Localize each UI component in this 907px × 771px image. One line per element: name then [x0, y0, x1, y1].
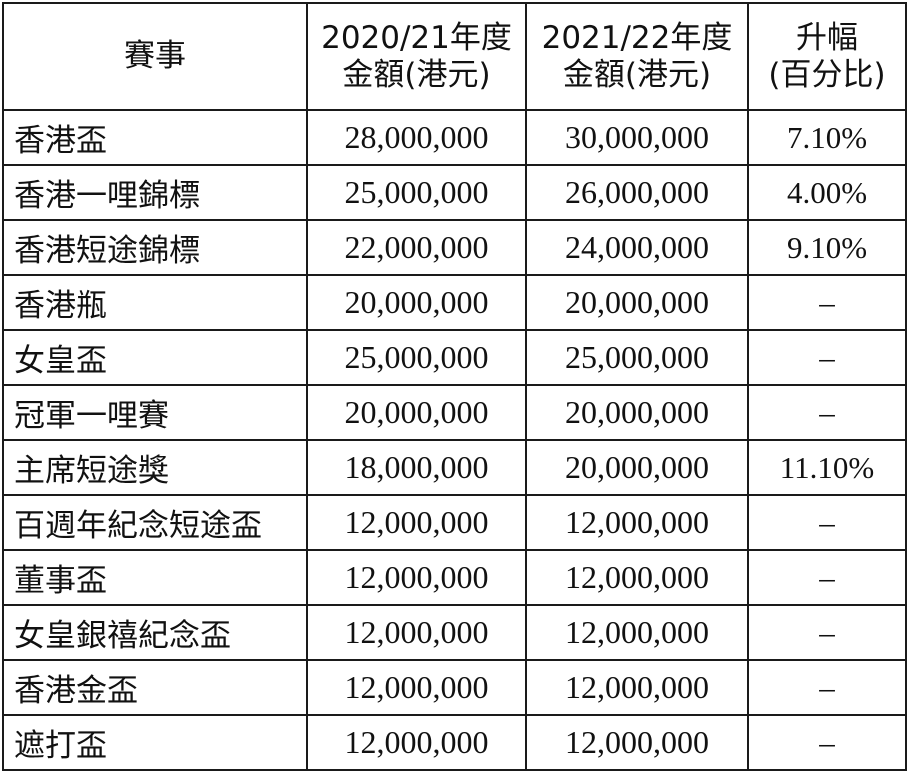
increase-percent-cell: – [747, 659, 907, 716]
table-row: 百週年紀念短途盃 12,000,000 12,000,000– [2, 494, 907, 551]
header-event: 賽事 [2, 2, 308, 111]
event-name-cell: 香港盃 [2, 109, 308, 166]
table-row: 女皇銀禧紀念盃 12,000,000 12,000,000– [2, 604, 907, 661]
amount-2020-21-cell: 20,000,000 [306, 384, 527, 441]
header-2021-22-amount: 2021/22年度 金額(港元) [525, 2, 749, 111]
amount-2021-22-cell: 12,000,000 [525, 549, 749, 606]
amount-2021-22-cell: 20,000,000 [525, 384, 749, 441]
amount-2020-21-cell: 12,000,000 [306, 549, 527, 606]
amount-2021-22-cell: 12,000,000 [525, 604, 749, 661]
event-name-cell: 香港一哩錦標 [2, 164, 308, 221]
header-increase-percent: 升幅 (百分比) [747, 2, 907, 111]
increase-percent-cell: – [747, 604, 907, 661]
amount-2021-22-cell: 20,000,000 [525, 439, 749, 496]
table-row: 香港金盃 12,000,000 12,000,000– [2, 659, 907, 716]
table-row: 香港短途錦標 22,000,000 24,000,000 9.10% [2, 219, 907, 276]
amount-2021-22-cell: 26,000,000 [525, 164, 749, 221]
increase-percent-cell: 11.10% [747, 439, 907, 496]
table-row: 遮打盃 12,000,000 12,000,000– [2, 714, 907, 771]
table-header-row: 賽事 2020/21年度 金額(港元) 2021/22年度 金額(港元) 升幅 (百分… [2, 2, 907, 111]
table-row: 香港一哩錦標 25,000,000 26,000,000 4.00% [2, 164, 907, 221]
table-row: 香港瓶 20,000,000 20,000,000– [2, 274, 907, 331]
table-row: 女皇盃 25,000,000 25,000,000– [2, 329, 907, 386]
amount-2021-22-cell: 25,000,000 [525, 329, 749, 386]
increase-percent-cell: – [747, 549, 907, 606]
amount-2020-21-cell: 20,000,000 [306, 274, 527, 331]
event-name-cell: 董事盃 [2, 549, 308, 606]
increase-percent-cell: – [747, 494, 907, 551]
event-name-cell: 主席短途獎 [2, 439, 308, 496]
event-name-cell: 香港瓶 [2, 274, 308, 331]
event-name-cell: 遮打盃 [2, 714, 308, 771]
event-name-cell: 女皇盃 [2, 329, 308, 386]
amount-2021-22-cell: 24,000,000 [525, 219, 749, 276]
increase-percent-cell: – [747, 714, 907, 771]
event-name-cell: 冠軍一哩賽 [2, 384, 308, 441]
amount-2020-21-cell: 25,000,000 [306, 164, 527, 221]
amount-2020-21-cell: 18,000,000 [306, 439, 527, 496]
event-name-cell: 香港金盃 [2, 659, 308, 716]
amount-2020-21-cell: 12,000,000 [306, 659, 527, 716]
amount-2021-22-cell: 12,000,000 [525, 714, 749, 771]
amount-2020-21-cell: 28,000,000 [306, 109, 527, 166]
header-2020-21-amount: 2020/21年度 金額(港元) [306, 2, 527, 111]
table-row: 主席短途獎 18,000,000 20,000,000 11.10% [2, 439, 907, 496]
amount-2021-22-cell: 12,000,000 [525, 494, 749, 551]
amount-2021-22-cell: 30,000,000 [525, 109, 749, 166]
increase-percent-cell: 7.10% [747, 109, 907, 166]
event-name-cell: 百週年紀念短途盃 [2, 494, 308, 551]
amount-2021-22-cell: 20,000,000 [525, 274, 749, 331]
amount-2020-21-cell: 12,000,000 [306, 494, 527, 551]
increase-percent-cell: – [747, 274, 907, 331]
amount-2020-21-cell: 12,000,000 [306, 604, 527, 661]
increase-percent-cell: – [747, 384, 907, 441]
increase-percent-cell: 4.00% [747, 164, 907, 221]
table-row: 董事盃 12,000,000 12,000,000– [2, 549, 907, 606]
table-row: 香港盃 28,000,000 30,000,000 7.10% [2, 109, 907, 166]
amount-2020-21-cell: 12,000,000 [306, 714, 527, 771]
event-name-cell: 香港短途錦標 [2, 219, 308, 276]
table-row: 冠軍一哩賽 20,000,000 20,000,000– [2, 384, 907, 441]
event-name-cell: 女皇銀禧紀念盃 [2, 604, 308, 661]
increase-percent-cell: 9.10% [747, 219, 907, 276]
amount-2021-22-cell: 12,000,000 [525, 659, 749, 716]
increase-percent-cell: – [747, 329, 907, 386]
amount-2020-21-cell: 25,000,000 [306, 329, 527, 386]
amount-2020-21-cell: 22,000,000 [306, 219, 527, 276]
